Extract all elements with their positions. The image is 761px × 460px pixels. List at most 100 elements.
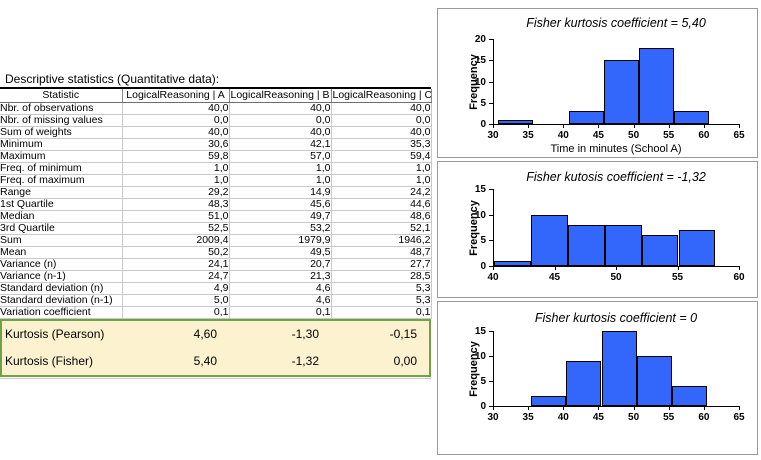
stat-value-cell[interactable]: 0,0 bbox=[331, 114, 432, 127]
stat-value-cell[interactable]: 48,6 bbox=[331, 210, 432, 223]
stat-label-cell[interactable]: Mean bbox=[0, 246, 123, 259]
stat-value-cell[interactable]: 52,5 bbox=[122, 222, 230, 235]
stat-value-cell[interactable]: 1,0 bbox=[122, 174, 230, 187]
stat-value-cell[interactable]: 40,0 bbox=[229, 102, 332, 115]
histogram-school-b[interactable]: Fisher kutosis coefficient = -1,32 Frequ… bbox=[437, 161, 758, 298]
table-row: Freq. of minimum 1,0 1,0 1,0 bbox=[0, 162, 432, 175]
stat-label-cell[interactable]: Standard deviation (n-1) bbox=[0, 294, 123, 307]
stat-value-cell[interactable]: 28,5 bbox=[331, 270, 432, 283]
stat-value-cell[interactable]: 40,0 bbox=[122, 126, 230, 139]
table-row: 1st Quartile 48,3 45,6 44,6 bbox=[0, 198, 432, 211]
stat-value-cell[interactable]: 20,7 bbox=[229, 258, 332, 271]
stat-label-cell[interactable]: Minimum bbox=[0, 138, 123, 151]
stat-value-cell[interactable]: 0,1 bbox=[331, 306, 432, 319]
histogram-bar bbox=[673, 111, 709, 124]
stat-value-cell[interactable]: 40,0 bbox=[122, 102, 230, 115]
y-tick-label: 10 bbox=[474, 76, 486, 88]
stat-value-cell[interactable]: 40,0 bbox=[229, 126, 332, 139]
stat-value-cell[interactable]: 24,7 bbox=[122, 270, 230, 283]
stat-value-cell[interactable]: 40,0 bbox=[331, 102, 432, 115]
x-tick-label: 40 bbox=[557, 412, 569, 423]
stat-value-cell[interactable]: 14,9 bbox=[229, 186, 332, 199]
stat-value-cell[interactable]: 5,40 bbox=[193, 354, 217, 368]
stat-value-cell[interactable]: 21,3 bbox=[229, 270, 332, 283]
stat-value-cell[interactable]: 0,0 bbox=[122, 114, 230, 127]
stat-value-cell[interactable]: 24,2 bbox=[331, 186, 432, 199]
histogram-bar bbox=[603, 60, 639, 124]
stat-value-cell[interactable]: -1,30 bbox=[291, 327, 319, 341]
stat-value-cell[interactable]: 5,0 bbox=[122, 294, 230, 307]
stat-value-cell[interactable]: 1,0 bbox=[331, 174, 432, 187]
stat-label-cell[interactable]: Median bbox=[0, 210, 123, 223]
stat-value-cell[interactable]: 35,3 bbox=[331, 138, 432, 151]
stat-value-cell[interactable]: 45,6 bbox=[229, 198, 332, 211]
column-header-statistic[interactable]: Statistic bbox=[0, 89, 123, 103]
stat-value-cell[interactable]: 29,2 bbox=[122, 186, 230, 199]
stat-value-cell[interactable]: 59,4 bbox=[331, 150, 432, 163]
stat-label-cell[interactable]: Maximum bbox=[0, 150, 123, 163]
stat-label-cell[interactable]: Sum bbox=[0, 234, 123, 247]
stat-value-cell[interactable]: 42,1 bbox=[229, 138, 332, 151]
stat-value-cell[interactable]: 53,2 bbox=[229, 222, 332, 235]
stat-label-cell[interactable]: Freq. of maximum bbox=[0, 174, 123, 187]
stat-value-cell[interactable]: 51,0 bbox=[122, 210, 230, 223]
stat-value-cell[interactable]: 1,0 bbox=[229, 162, 332, 175]
stat-value-cell[interactable]: 50,2 bbox=[122, 246, 230, 259]
stat-value-cell[interactable]: -0,15 bbox=[389, 327, 417, 341]
stat-label-cell[interactable]: Variance (n) bbox=[0, 258, 123, 271]
stat-value-cell[interactable]: 27,7 bbox=[331, 258, 432, 271]
stat-value-cell[interactable]: 0,0 bbox=[229, 114, 332, 127]
stat-label-cell[interactable]: Kurtosis (Fisher) bbox=[5, 354, 94, 368]
stat-value-cell[interactable]: 0,1 bbox=[122, 306, 230, 319]
stat-label-cell[interactable]: Variation coefficient bbox=[0, 306, 123, 319]
column-header-series[interactable]: LogicalReasoning | B bbox=[229, 89, 332, 103]
stat-value-cell[interactable]: 2009,4 bbox=[122, 234, 230, 247]
stat-value-cell[interactable]: 4,6 bbox=[229, 282, 332, 295]
stat-label-cell[interactable]: Range bbox=[0, 186, 123, 199]
y-tick-mark bbox=[489, 39, 493, 40]
stat-label-cell[interactable]: 1st Quartile bbox=[0, 198, 123, 211]
stat-label-cell[interactable]: Kurtosis (Pearson) bbox=[5, 327, 105, 341]
histogram-school-c[interactable]: Fisher kurtosis coefficient = 0 Frequenc… bbox=[437, 301, 758, 455]
stat-label-cell[interactable]: 3rd Quartile bbox=[0, 222, 123, 235]
stat-value-cell[interactable]: 5,3 bbox=[331, 282, 432, 295]
stat-value-cell[interactable]: 48,7 bbox=[331, 246, 432, 259]
stat-value-cell[interactable]: 57,0 bbox=[229, 150, 332, 163]
stat-value-cell[interactable]: 49,5 bbox=[229, 246, 332, 259]
stat-label-cell[interactable]: Variance (n-1) bbox=[0, 270, 123, 283]
stat-value-cell[interactable]: 44,6 bbox=[331, 198, 432, 211]
x-tick-mark bbox=[554, 266, 556, 270]
stat-value-cell[interactable]: 24,1 bbox=[122, 258, 230, 271]
stat-value-cell[interactable]: 59,8 bbox=[122, 150, 230, 163]
x-tick-label: 50 bbox=[610, 272, 622, 283]
stat-label-cell[interactable]: Nbr. of missing values bbox=[0, 114, 123, 127]
stat-label-cell[interactable]: Freq. of minimum bbox=[0, 162, 123, 175]
stat-value-cell[interactable]: 1946,2 bbox=[331, 234, 432, 247]
stat-value-cell[interactable]: 1,0 bbox=[331, 162, 432, 175]
stat-value-cell[interactable]: -1,32 bbox=[291, 354, 319, 368]
stat-value-cell[interactable]: 1,0 bbox=[122, 162, 230, 175]
stat-value-cell[interactable]: 4,9 bbox=[122, 282, 230, 295]
histogram-bar bbox=[638, 47, 674, 124]
stat-label-cell[interactable]: Sum of weights bbox=[0, 126, 123, 139]
stat-value-cell[interactable]: 40,0 bbox=[331, 126, 432, 139]
table-title: Descriptive statistics (Quantitative dat… bbox=[0, 71, 431, 89]
stat-value-cell[interactable]: 0,1 bbox=[229, 306, 332, 319]
stat-value-cell[interactable]: 4,6 bbox=[229, 294, 332, 307]
stat-label-cell[interactable]: Standard deviation (n) bbox=[0, 282, 123, 295]
stat-value-cell[interactable]: 0,00 bbox=[393, 354, 417, 368]
histogram-school-a[interactable]: Fisher kurtosis coefficient = 5,40 Frequ… bbox=[437, 8, 758, 158]
table-row: Sum of weights 40,0 40,0 40,0 bbox=[0, 126, 432, 139]
x-tick-label: 65 bbox=[733, 412, 745, 423]
column-header-series[interactable]: LogicalReasoning | A bbox=[122, 89, 230, 103]
stat-value-cell[interactable]: 30,6 bbox=[122, 138, 230, 151]
stat-value-cell[interactable]: 4,60 bbox=[193, 327, 217, 341]
stat-value-cell[interactable]: 48,3 bbox=[122, 198, 230, 211]
stat-value-cell[interactable]: 1,0 bbox=[229, 174, 332, 187]
stat-value-cell[interactable]: 52,1 bbox=[331, 222, 432, 235]
stat-value-cell[interactable]: 1979,9 bbox=[229, 234, 332, 247]
stat-value-cell[interactable]: 49,7 bbox=[229, 210, 332, 223]
column-header-series[interactable]: LogicalReasoning | C bbox=[331, 89, 432, 103]
stat-value-cell[interactable]: 5,3 bbox=[331, 294, 432, 307]
stat-label-cell[interactable]: Nbr. of observations bbox=[0, 102, 123, 115]
